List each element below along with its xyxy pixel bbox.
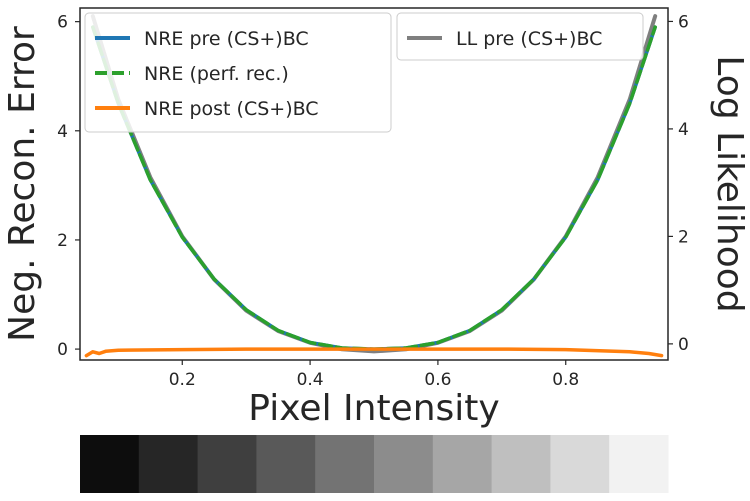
colorbar-cell — [550, 435, 610, 493]
y-axis-title-left: Neg. Recon. Error — [2, 26, 43, 342]
legend-label-nre-pre: NRE pre (CS+)BC — [144, 28, 309, 50]
legend-left-box — [84, 12, 392, 133]
x-axis-title: Pixel Intensity — [248, 388, 499, 429]
x-tick-label: 0.6 — [424, 370, 451, 390]
legend-label-nre-perf: NRE (perf. rec.) — [144, 63, 289, 85]
colorbar-cell — [138, 435, 199, 493]
legend-right-box — [396, 12, 644, 61]
y-right-tick-label: 2 — [678, 227, 689, 247]
colorbar-cell — [256, 435, 316, 493]
colorbar-cell — [491, 435, 551, 493]
colorbar-cell — [315, 435, 375, 493]
y-right-tick-label: 6 — [678, 12, 689, 32]
plot-frame — [79, 7, 669, 361]
colorbar-cell — [609, 435, 669, 493]
y-right-tick-label: 0 — [678, 335, 689, 355]
tick-layer: 0.2 0.4 0.6 0.8 0 2 4 6 0 2 4 6 — [57, 12, 689, 390]
y-left-tick-label: 2 — [57, 231, 68, 251]
x-tick-label: 0.4 — [297, 370, 324, 390]
x-tick-label: 0.8 — [552, 370, 579, 390]
colorbar-cell — [80, 435, 140, 493]
colorbar-cell — [432, 435, 493, 493]
legend-label-ll-pre: LL pre (CS+)BC — [456, 28, 602, 50]
legend-right: LL pre (CS+)BC — [396, 12, 644, 61]
y-right-tick-label: 4 — [678, 120, 689, 140]
x-tick-label: 0.2 — [169, 370, 196, 390]
legend-left: NRE pre (CS+)BC NRE (perf. rec.) NRE pos… — [84, 12, 392, 133]
y-left-tick-label: 0 — [57, 340, 68, 360]
y-left-tick-label: 4 — [57, 122, 68, 142]
colorbar-cell — [374, 435, 434, 493]
series-line-nre-post-cs-bc — [84, 347, 664, 358]
y-axis-title-right: Log Likelihood — [709, 55, 750, 312]
grayscale-colorbar — [80, 435, 669, 493]
y-left-tick-label: 6 — [57, 13, 68, 33]
legend-label-nre-post: NRE post (CS+)BC — [144, 98, 319, 120]
colorbar-cell — [197, 435, 257, 493]
series-layer — [84, 14, 664, 358]
